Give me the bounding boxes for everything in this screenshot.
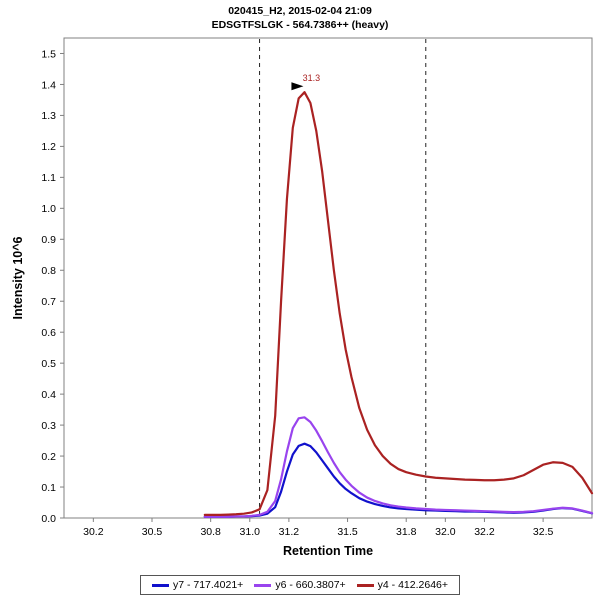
chart-title-line-1: 020415_H2, 2015-02-04 21:09 — [228, 5, 372, 17]
x-axis-tick-label: 31.5 — [337, 526, 358, 538]
y-axis-tick-label: 0.9 — [41, 234, 56, 246]
y-axis-tick-label: 0.8 — [41, 265, 56, 277]
legend-label-y6: y6 - 660.3807+ — [275, 579, 346, 591]
y-axis-tick-label: 0.6 — [41, 327, 56, 339]
x-axis-tick-label: 30.2 — [83, 526, 104, 538]
y-axis-tick-label: 1.0 — [41, 203, 56, 215]
y-axis-tick-label: 1.3 — [41, 110, 56, 122]
chart-legend: y7 - 717.4021+ y6 - 660.3807+ y4 - 412.2… — [140, 575, 460, 595]
legend-label-y4: y4 - 412.2646+ — [377, 579, 449, 591]
legend-entry-y4[interactable]: y4 - 412.2646+ — [356, 579, 449, 591]
legend-label-y7: y7 - 717.4021+ — [172, 579, 244, 591]
y-axis-tick-label: 0.0 — [41, 513, 56, 525]
x-axis-tick-label: 31.2 — [279, 526, 300, 538]
peak-apex-marker-icon — [291, 82, 304, 91]
x-axis-title: Retention Time — [283, 544, 373, 558]
legend-swatch-y7 — [151, 583, 169, 587]
legend-swatch-y4 — [356, 583, 374, 587]
series-line-y6[interactable] — [203, 416, 594, 518]
x-axis-tick-label: 30.8 — [200, 526, 221, 538]
y-axis-title: Intensity 10^6 — [11, 236, 25, 319]
plot-area[interactable]: 0.0 0.1 0.2 0.3 0.4 0.5 0.6 0.7 0.8 0.9 1.0 1.1 1.2 1… — [0, 0, 600, 575]
legend-swatch-y6 — [254, 583, 272, 587]
series-line-y4[interactable] — [203, 91, 594, 517]
x-axis-tick-label: 30.5 — [142, 526, 163, 538]
legend-entry-y7[interactable]: y7 - 717.4021+ — [151, 579, 244, 591]
y-axis-tick-label: 0.3 — [41, 420, 56, 432]
peak-retention-time-label: 31.3 — [303, 73, 321, 83]
y-axis-tick-label: 1.2 — [41, 141, 56, 153]
y-axis-tick-label: 0.5 — [41, 358, 56, 370]
x-axis-tick-label: 32.5 — [533, 526, 554, 538]
y-axis-tick-label: 1.1 — [41, 172, 56, 184]
x-axis-tick-label: 31.8 — [396, 526, 417, 538]
chart-title: 020415_H2, 2015-02-04 21:09 EDSGTFSLGK -… — [0, 4, 600, 32]
y-axis-tick-label: 1.5 — [41, 48, 56, 60]
y-axis-tick-label: 1.4 — [41, 79, 56, 91]
legend-entry-y6[interactable]: y6 - 660.3807+ — [254, 579, 346, 591]
y-axis-tick-label: 0.4 — [41, 389, 56, 401]
y-axis-tick-label: 0.7 — [41, 296, 56, 308]
y-axis-tick-label: 0.2 — [41, 451, 56, 463]
chart-title-line-2: EDSGTFSLGK - 564.7386++ (heavy) — [211, 19, 389, 31]
x-axis-tick-label: 32.2 — [474, 526, 495, 538]
y-axis-tick-label: 0.1 — [41, 482, 56, 494]
plot-frame — [63, 37, 593, 519]
x-axis-tick-label: 31.0 — [240, 526, 261, 538]
x-axis-tick-label: 32.0 — [435, 526, 456, 538]
